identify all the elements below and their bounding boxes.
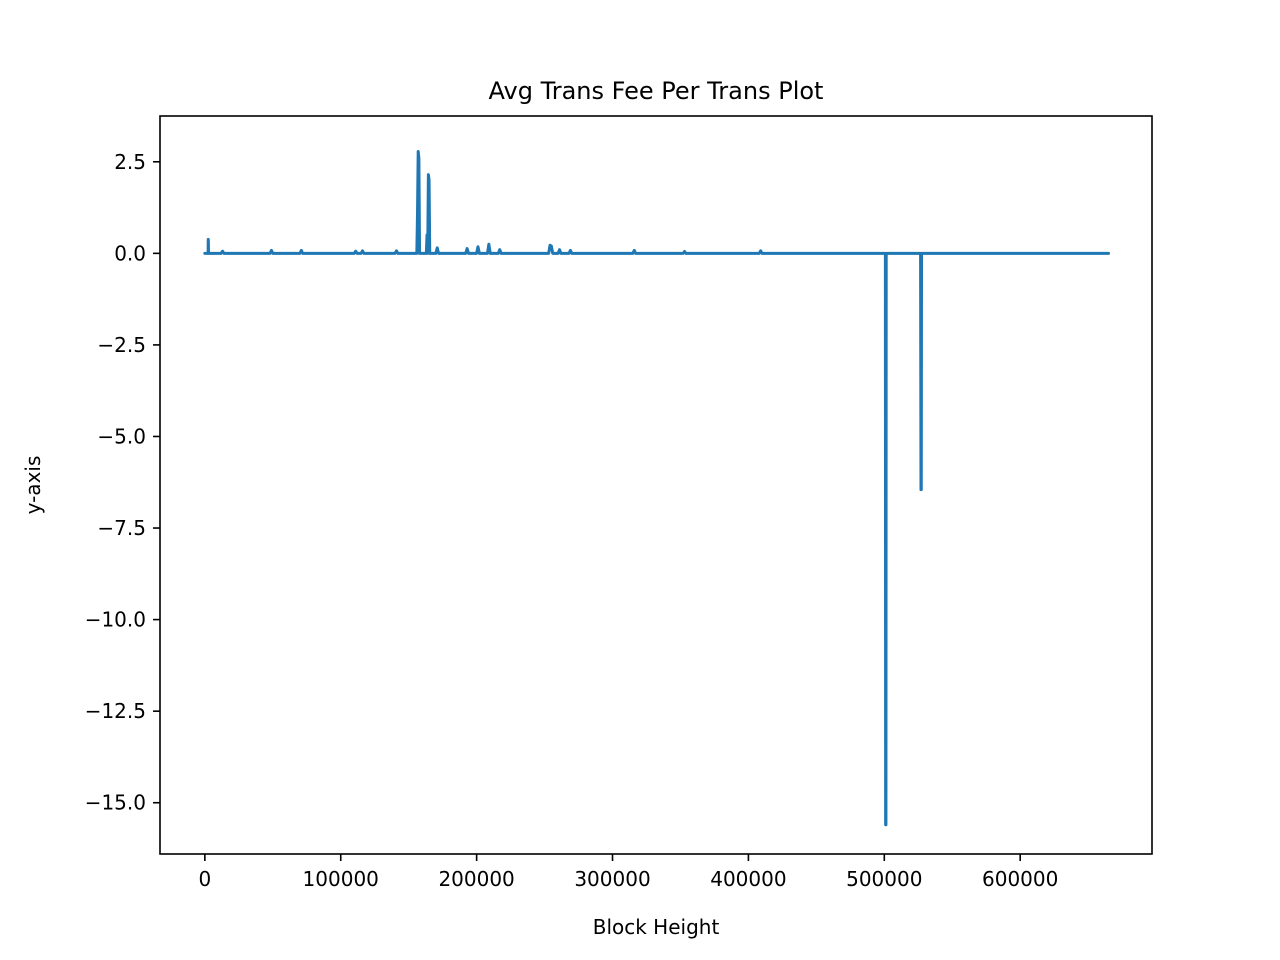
x-tick-label: 500000 bbox=[846, 867, 922, 891]
y-tick-label: −15.0 bbox=[85, 791, 146, 815]
x-tick-label: 400000 bbox=[710, 867, 786, 891]
y-tick-label: −10.0 bbox=[85, 608, 146, 632]
x-tick-label: 200000 bbox=[438, 867, 514, 891]
x-axis-ticks: 0 100000 200000 300000 400000 500000 600000 bbox=[198, 854, 1058, 891]
y-axis-ticks: 2.5 0.0 −2.5 −5.0 −7.5 −10.0 −12.5 −15.0 bbox=[85, 150, 160, 815]
x-tick-label: 100000 bbox=[303, 867, 379, 891]
chart-title: Avg Trans Fee Per Trans Plot bbox=[489, 77, 824, 105]
y-axis-label: y-axis bbox=[21, 456, 45, 515]
y-tick-label: 0.0 bbox=[114, 241, 146, 265]
y-tick-label: −12.5 bbox=[85, 699, 146, 723]
x-axis-label: Block Height bbox=[593, 915, 720, 939]
series-line bbox=[203, 150, 1111, 827]
y-tick-label: −5.0 bbox=[97, 424, 146, 448]
series-layer bbox=[203, 150, 1111, 827]
x-tick-label: 600000 bbox=[982, 867, 1058, 891]
plot-frame bbox=[159, 115, 1153, 855]
x-tick-label: 300000 bbox=[574, 867, 650, 891]
y-tick-label: −2.5 bbox=[97, 333, 146, 357]
x-tick-label: 0 bbox=[198, 867, 211, 891]
y-tick-label: 2.5 bbox=[114, 150, 146, 174]
y-tick-label: −7.5 bbox=[97, 516, 146, 540]
